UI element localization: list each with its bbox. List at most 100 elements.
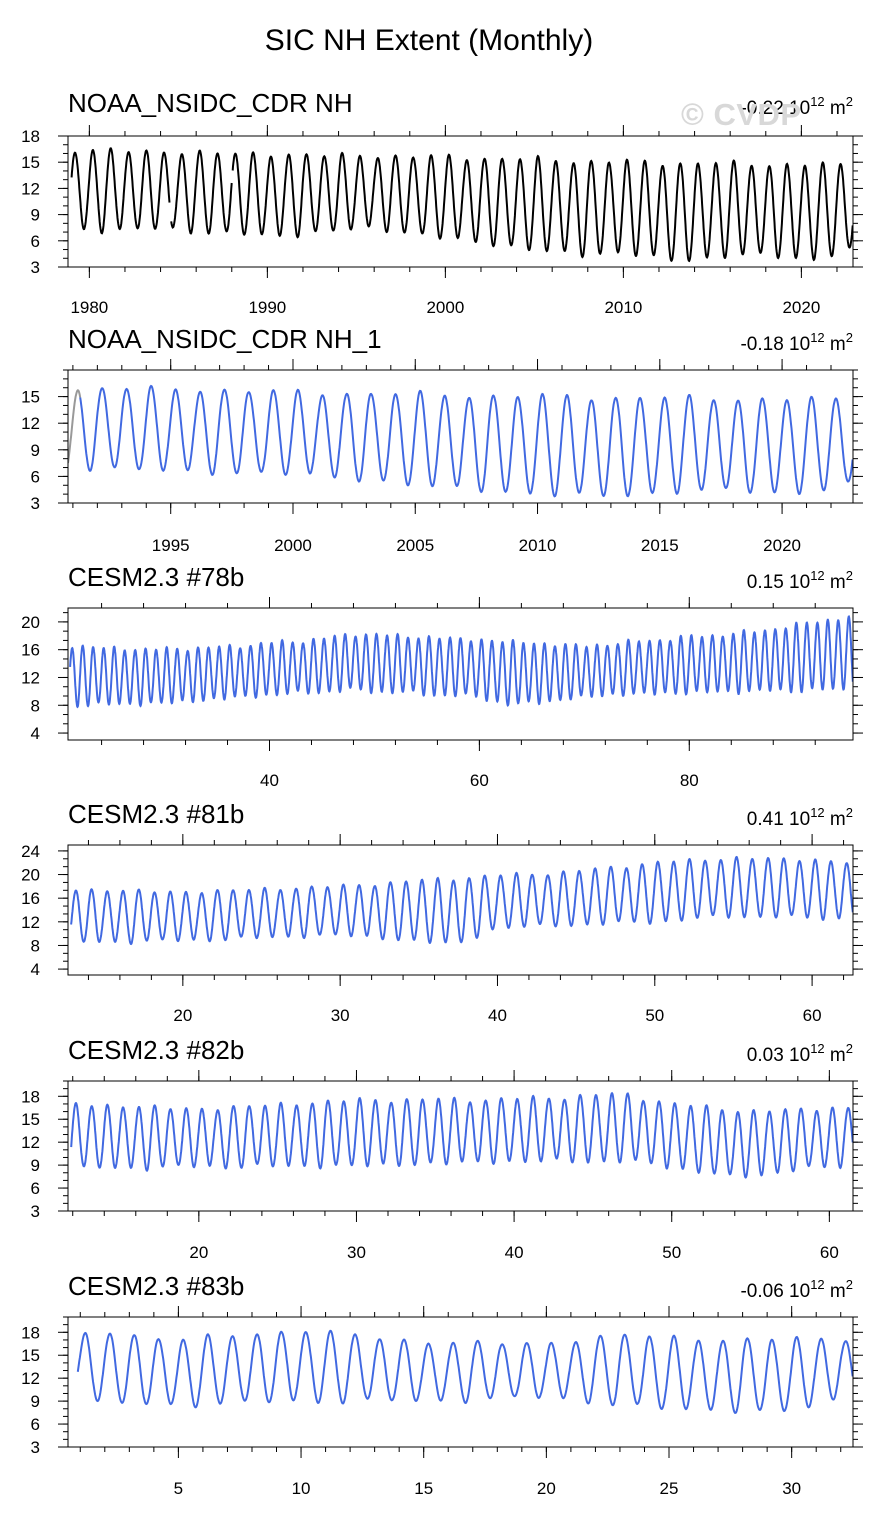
chart-panel: NOAA_NSIDC_CDR NH_1 -0.18 1012 m236912151…	[21, 324, 863, 555]
trend-unit: m	[825, 1281, 846, 1302]
x-tick-label: 2000	[426, 298, 464, 317]
trend-unit: m	[825, 1045, 846, 1066]
series-line	[70, 1091, 853, 1179]
watermark: © CVDP	[681, 97, 802, 132]
y-tick-label: 16	[21, 889, 40, 908]
trend-unit-exponent: 2	[846, 568, 853, 583]
y-tick-label: 6	[31, 232, 40, 251]
y-tick-label: 8	[31, 936, 40, 955]
panel-title: CESM2.3 #83b	[68, 1271, 244, 1301]
y-tick-label: 18	[21, 1087, 40, 1106]
y-tick-label: 3	[31, 1202, 40, 1221]
trend-value: 0.41 10	[747, 809, 810, 830]
trend-label: 0.41 1012 m2	[747, 805, 853, 830]
y-tick-label: 6	[31, 467, 40, 486]
x-tick-label: 1980	[70, 298, 108, 317]
x-tick-label: 2010	[519, 536, 557, 555]
x-tick-label: 5	[174, 1479, 183, 1498]
series-line	[76, 1329, 853, 1414]
plot-frame	[67, 135, 854, 268]
plot-area	[69, 615, 853, 709]
plot-area	[68, 384, 853, 498]
trend-value: -0.18 10	[740, 334, 810, 355]
y-tick-label: 20	[21, 866, 40, 885]
trend-label: -0.22 1012 m2	[740, 94, 853, 119]
y-tick-label: 20	[21, 613, 40, 632]
x-tick-label: 60	[470, 771, 489, 790]
plot-frame	[67, 844, 854, 976]
y-tick-label: 9	[31, 206, 40, 225]
x-tick-label: 10	[292, 1479, 311, 1498]
series-line	[69, 615, 853, 709]
plot-area	[70, 147, 853, 263]
plot-area	[76, 1329, 853, 1414]
chart-panel: NOAA_NSIDC_CDR NH -0.22 1012 m23691215181…	[21, 88, 863, 317]
y-tick-label: 12	[21, 414, 40, 433]
panel-title: CESM2.3 #78b	[68, 562, 244, 592]
x-tick-label: 20	[173, 1006, 192, 1025]
x-tick-label: 80	[680, 771, 699, 790]
trend-exponent: 12	[810, 805, 824, 820]
trend-unit: m	[825, 334, 846, 355]
y-tick-label: 18	[21, 127, 40, 146]
panel-title: NOAA_NSIDC_CDR NH	[68, 88, 353, 118]
y-tick-label: 9	[31, 1156, 40, 1175]
y-tick-label: 12	[21, 913, 40, 932]
x-tick-label: 20	[189, 1243, 208, 1262]
x-tick-label: 30	[782, 1479, 801, 1498]
trend-label: 0.15 1012 m2	[747, 568, 853, 593]
x-tick-label: 2020	[763, 536, 801, 555]
trend-unit-exponent: 2	[846, 94, 853, 109]
plot-frame	[67, 1316, 854, 1448]
y-tick-label: 9	[31, 1392, 40, 1411]
y-tick-label: 12	[21, 668, 40, 687]
plot-frame	[67, 369, 854, 504]
trend-exponent: 12	[810, 1041, 824, 1056]
y-tick-label: 6	[31, 1179, 40, 1198]
y-tick-label: 4	[31, 960, 40, 979]
series-line	[231, 150, 853, 263]
trend-label: -0.06 1012 m2	[740, 1277, 853, 1302]
y-tick-label: 15	[21, 388, 40, 407]
trend-unit: m	[825, 98, 846, 119]
series-line	[170, 149, 233, 235]
trend-unit-exponent: 2	[846, 805, 853, 820]
x-tick-label: 2000	[274, 536, 312, 555]
x-tick-label: 20	[537, 1479, 556, 1498]
x-tick-label: 40	[260, 771, 279, 790]
spinup-line	[68, 389, 82, 464]
x-tick-label: 40	[505, 1243, 524, 1262]
panel-title: CESM2.3 #81b	[68, 799, 244, 829]
trend-value: -0.06 10	[740, 1281, 810, 1302]
x-tick-label: 15	[414, 1479, 433, 1498]
y-tick-label: 12	[21, 1369, 40, 1388]
panel-title: NOAA_NSIDC_CDR NH_1	[68, 324, 382, 354]
y-tick-label: 18	[21, 1323, 40, 1342]
x-tick-label: 50	[645, 1006, 664, 1025]
y-tick-label: 8	[31, 696, 40, 715]
y-tick-label: 15	[21, 1346, 40, 1365]
x-tick-label: 2010	[604, 298, 642, 317]
panel-title: CESM2.3 #82b	[68, 1035, 244, 1065]
series-line	[70, 855, 853, 946]
plot-area	[70, 1091, 853, 1179]
y-tick-label: 3	[31, 494, 40, 513]
y-tick-label: 12	[21, 179, 40, 198]
x-tick-label: 40	[488, 1006, 507, 1025]
trend-exponent: 12	[810, 94, 824, 109]
trend-value: 0.03 10	[747, 1045, 810, 1066]
series-line	[79, 384, 853, 498]
trend-exponent: 12	[810, 1277, 824, 1292]
y-tick-label: 3	[31, 258, 40, 277]
trend-unit-exponent: 2	[846, 1041, 853, 1056]
x-tick-label: 1995	[152, 536, 190, 555]
trend-exponent: 12	[810, 568, 824, 583]
x-tick-label: 50	[662, 1243, 681, 1262]
main-title: SIC NH Extent (Monthly)	[264, 24, 594, 57]
trend-label: -0.18 1012 m2	[740, 330, 853, 355]
y-tick-label: 4	[31, 724, 40, 743]
y-tick-label: 6	[31, 1415, 40, 1434]
